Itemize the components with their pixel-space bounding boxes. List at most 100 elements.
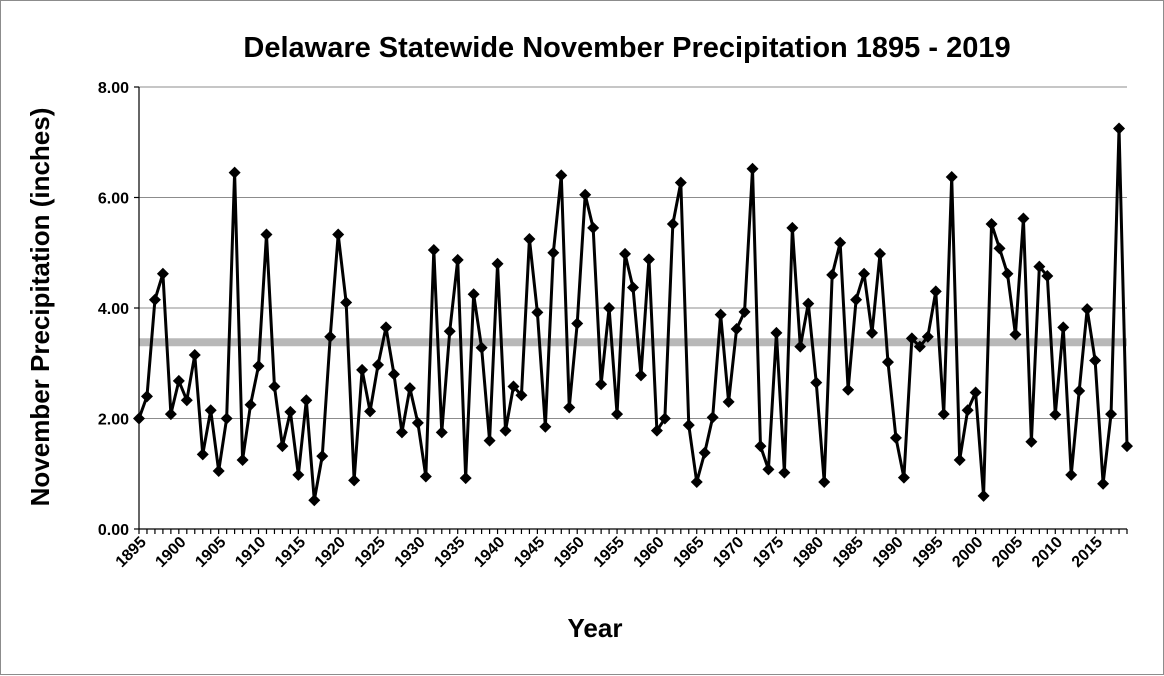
data-point [1081,303,1094,316]
data-point [874,247,886,260]
x-tick-label: 1960 [631,534,668,571]
x-tick-label: 1910 [232,534,269,571]
x-tick-label: 1915 [272,534,309,571]
data-point [658,412,671,425]
x-tick-label: 2010 [1029,534,1066,571]
data-point [268,380,281,393]
data-point [220,412,233,425]
data-point [826,268,839,281]
data-point [140,390,153,403]
data-point [180,394,193,407]
data-point [1121,440,1133,453]
data-point [563,401,576,414]
y-tick-label: 2.00 [98,412,129,429]
data-point [706,411,719,424]
data-point [212,464,225,477]
data-point [308,494,321,507]
data-point [770,326,783,339]
x-axis-title: Year [568,613,623,643]
data-point [587,221,600,234]
data-point [1033,260,1046,273]
y-axis-title: November Precipitation (inches) [25,108,55,507]
data-point [1049,408,1062,421]
data-point [1041,269,1054,282]
data-point [762,463,775,476]
data-point [332,228,345,241]
x-tick-label: 1980 [790,534,827,571]
data-point [292,468,305,481]
data-point [603,302,616,314]
y-tick-label: 4.00 [98,301,129,318]
x-tick-label: 1995 [909,534,946,571]
chart-title: Delaware Statewide November Precipitatio… [243,32,1010,64]
x-tick-label: 1945 [511,534,548,571]
data-point [1097,477,1110,490]
data-point [834,236,847,249]
data-point [810,376,823,389]
data-point [467,288,480,301]
data-point [746,162,759,175]
data-point [1073,384,1086,397]
x-tick-label: 1970 [710,534,747,571]
data-point [937,408,950,421]
data-point [627,281,639,294]
x-tick-label: 1955 [591,534,628,571]
data-point [778,466,791,479]
data-point [1009,328,1022,341]
data-point [794,340,807,353]
data-point [395,426,408,439]
data-point [682,419,695,432]
data-point [571,317,584,330]
x-tick-label: 1940 [471,534,508,571]
data-point [961,404,974,417]
data-point [435,426,448,439]
x-tick-label: 2015 [1069,534,1106,571]
data-point [316,450,329,463]
data-point [252,360,265,373]
y-tick-label: 0.00 [98,522,129,539]
data-point [204,404,217,417]
data-point [666,218,679,231]
data-point [595,378,608,391]
data-point [172,374,185,387]
data-point [802,297,815,310]
data-point [1089,354,1102,367]
data-point [611,408,624,421]
data-point [786,221,799,234]
data-point [387,368,400,381]
data-point [929,285,942,298]
x-tick-label: 1990 [870,534,907,571]
data-point [148,293,161,306]
data-point [842,383,855,396]
data-point [642,253,655,266]
data-point [133,412,145,425]
data-point [547,246,560,259]
data-point [1113,122,1126,135]
data-point [690,476,703,489]
data-point [451,253,464,266]
data-point [634,369,647,382]
x-tick-label: 1895 [113,534,150,571]
data-point [443,325,456,338]
data-point [284,405,297,418]
data-point [650,424,663,437]
x-tick-label: 1925 [352,534,389,571]
data-point [403,382,416,395]
x-tick-labels: 1895 1900 1905 1910 1915 1920 1925 1930 1935 1940… [113,534,1106,571]
data-point [866,326,879,339]
data-point [993,242,1006,255]
data-point [619,247,632,260]
data-point [818,476,831,489]
data-markers [133,122,1133,507]
data-point [1017,212,1030,225]
data-point [260,228,273,241]
data-point [164,408,177,421]
data-point [1057,321,1070,334]
data-point [921,330,934,343]
data-point [411,416,424,429]
data-point [1001,267,1014,280]
data-point [953,453,966,466]
data-point [348,474,361,487]
